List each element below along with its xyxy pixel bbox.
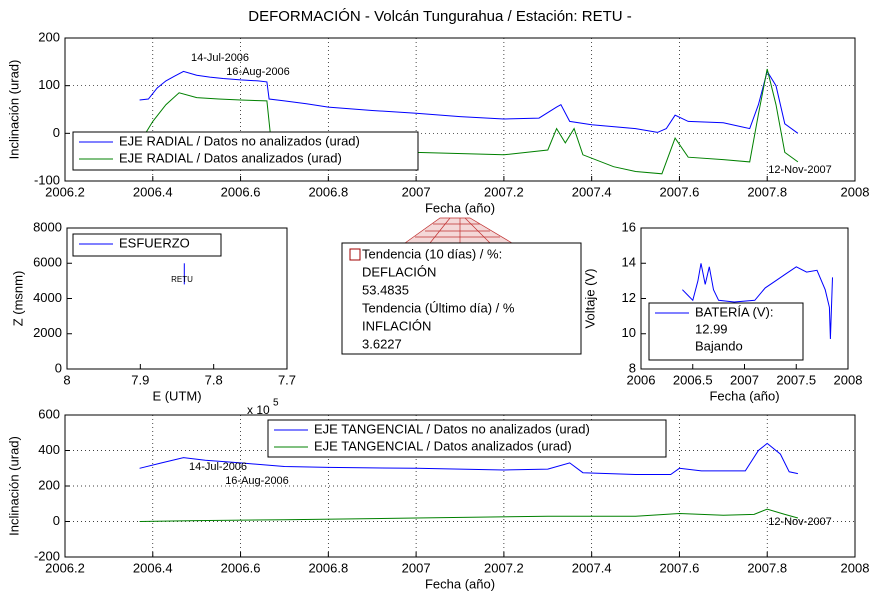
x-tick-label: 2007.2 bbox=[484, 184, 524, 199]
data-line bbox=[143, 68, 799, 175]
y-tick-label: 600 bbox=[38, 406, 60, 421]
x-tick-label: 7.9 bbox=[131, 372, 149, 387]
trend-box bbox=[341, 242, 582, 355]
annotation: 16-Aug-2006 bbox=[226, 66, 290, 78]
annotation: 14-Jul-2006 bbox=[189, 461, 247, 473]
y-tick-label: 0 bbox=[53, 125, 60, 140]
legend-note: 12.99 bbox=[695, 321, 728, 336]
x-tick-label: 2006.5 bbox=[673, 372, 713, 387]
legend-label: EJE TANGENCIAL / Datos no analizados (ur… bbox=[314, 421, 590, 436]
x-tick-label: 2006.2 bbox=[45, 184, 85, 199]
x-tick-label: 2007.8 bbox=[747, 560, 787, 575]
trend-text: 3.6227 bbox=[362, 336, 402, 351]
x-tick-label: 2006.8 bbox=[308, 184, 348, 199]
trend-text: 53.4835 bbox=[362, 282, 409, 297]
x-tick-label: 2006.4 bbox=[133, 560, 173, 575]
x-axis-label: E (UTM) bbox=[152, 388, 201, 403]
x-tick-label: 2006 bbox=[627, 372, 656, 387]
x-tick-label: 2006.6 bbox=[221, 184, 261, 199]
x-tick-label: 8 bbox=[63, 372, 70, 387]
legend-box bbox=[72, 233, 222, 257]
data-line bbox=[139, 70, 799, 134]
annotation: 14-Jul-2006 bbox=[191, 52, 249, 64]
data-line bbox=[139, 508, 799, 522]
y-tick-label: 12 bbox=[622, 290, 636, 305]
y-tick-label: 10 bbox=[622, 325, 636, 340]
y-tick-label: 6000 bbox=[33, 255, 62, 270]
x-exponent-base: x 10 bbox=[247, 403, 270, 417]
x-tick-label: 2007.6 bbox=[660, 560, 700, 575]
x-tick-label: 7.8 bbox=[205, 372, 223, 387]
x-tick-label: 2007.8 bbox=[747, 184, 787, 199]
x-tick-label: 2008 bbox=[841, 184, 870, 199]
y-tick-label: 400 bbox=[38, 442, 60, 457]
chart-title: DEFORMACIÓN - Volcán Tungurahua / Estaci… bbox=[248, 8, 631, 25]
trend-text: Tendencia (Último día) / % bbox=[362, 300, 515, 315]
legend-label: BATERÍA (V): bbox=[695, 304, 774, 319]
y-axis-label: Inclinación (urad) bbox=[6, 60, 21, 160]
annotation: RETU bbox=[171, 275, 193, 284]
data-line bbox=[139, 442, 799, 475]
trend-mesh bbox=[403, 217, 514, 244]
x-axis-label: Fecha (año) bbox=[709, 388, 779, 403]
y-tick-label: 8000 bbox=[33, 219, 62, 234]
x-tick-label: 2008 bbox=[834, 372, 863, 387]
y-tick-label: -200 bbox=[34, 548, 60, 563]
trend-text: INFLACIÓN bbox=[362, 318, 431, 333]
y-tick-label: 0 bbox=[55, 360, 62, 375]
annotation: 12-Nov-2007 bbox=[768, 164, 832, 176]
x-axis-label: Fecha (año) bbox=[425, 576, 495, 591]
x-tick-label: 2007 bbox=[402, 184, 431, 199]
trend-text: DEFLACIÓN bbox=[362, 264, 436, 279]
legend-note: Bajando bbox=[695, 338, 743, 353]
x-tick-label: 2008 bbox=[841, 560, 870, 575]
x-tick-label: 2007.6 bbox=[660, 184, 700, 199]
y-tick-label: 14 bbox=[622, 255, 636, 270]
y-tick-label: 8 bbox=[629, 360, 636, 375]
x-axis-label: Fecha (año) bbox=[425, 200, 495, 215]
y-axis-label: Inclinación (urad) bbox=[6, 436, 21, 536]
y-axis-label: Z (msnm) bbox=[10, 271, 25, 327]
x-tick-label: 2006.4 bbox=[133, 184, 173, 199]
x-tick-label: 2007 bbox=[730, 372, 759, 387]
x-tick-label: 2007.2 bbox=[484, 560, 524, 575]
y-tick-label: 0 bbox=[53, 513, 60, 528]
trend-swatch bbox=[349, 248, 361, 261]
y-tick-label: 2000 bbox=[33, 325, 62, 340]
annotation: 12-Nov-2007 bbox=[768, 516, 832, 528]
x-tick-label: 2006.2 bbox=[45, 560, 85, 575]
trend-text: Tendencia (10 días) / %: bbox=[362, 246, 502, 261]
x-tick-label: 2006.6 bbox=[221, 560, 261, 575]
y-tick-label: 4000 bbox=[33, 290, 62, 305]
y-tick-label: 100 bbox=[38, 77, 60, 92]
y-tick-label: 16 bbox=[622, 219, 636, 234]
data-line bbox=[682, 263, 833, 340]
legend-label: EJE RADIAL / Datos no analizados (urad) bbox=[119, 133, 360, 148]
legend-box bbox=[72, 131, 419, 171]
x-tick-label: 2007.4 bbox=[572, 560, 612, 575]
x-tick-label: 2007.5 bbox=[776, 372, 816, 387]
x-tick-label: 7.7 bbox=[278, 372, 296, 387]
x-tick-label: 2007.4 bbox=[572, 184, 612, 199]
y-tick-label: -100 bbox=[34, 172, 60, 187]
annotation: 16-Aug-2006 bbox=[225, 475, 289, 487]
y-axis-label: Voltaje (V) bbox=[582, 269, 597, 329]
legend-box bbox=[267, 419, 667, 458]
y-tick-label: 200 bbox=[38, 29, 60, 44]
x-tick-label: 2007 bbox=[402, 560, 431, 575]
legend-label: EJE TANGENCIAL / Datos analizados (urad) bbox=[314, 438, 572, 453]
x-tick-label: 2006.8 bbox=[308, 560, 348, 575]
y-tick-label: 200 bbox=[38, 477, 60, 492]
legend-label: ESFUERZO bbox=[119, 235, 190, 250]
legend-label: EJE RADIAL / Datos analizados (urad) bbox=[119, 150, 342, 165]
x-exponent-power: 5 bbox=[273, 398, 279, 409]
